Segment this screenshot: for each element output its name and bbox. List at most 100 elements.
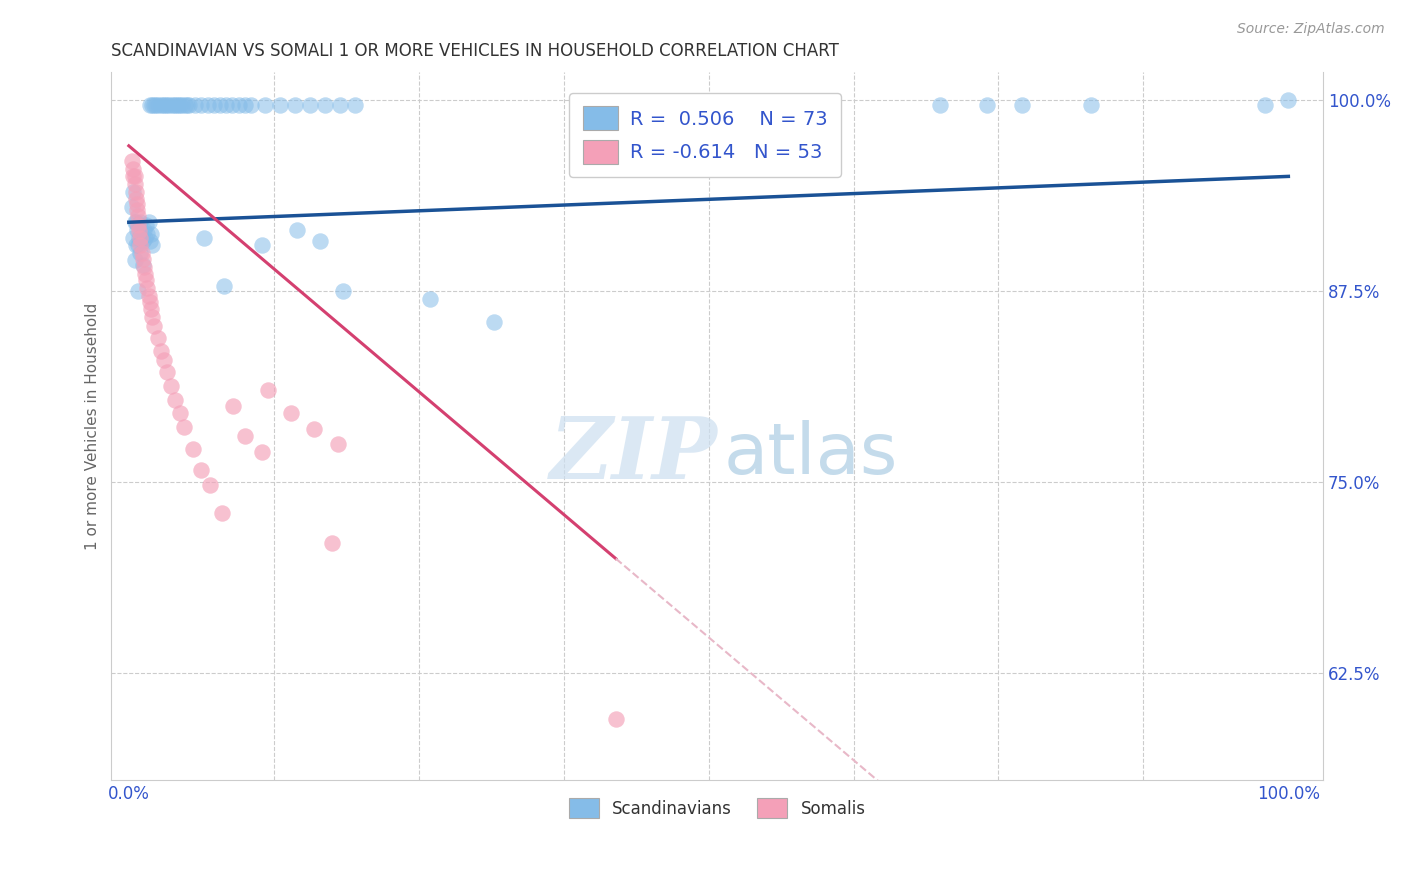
Point: [326, 437, 349, 451]
Point: [138, 215, 160, 229]
Point: [343, 97, 366, 112]
Point: [124, 177, 146, 191]
Point: [211, 506, 233, 520]
Legend: Scandinavians, Somalis: Scandinavians, Somalis: [562, 791, 872, 825]
Point: [149, 97, 172, 112]
Point: [127, 284, 149, 298]
Text: SCANDINAVIAN VS SOMALI 1 OR MORE VEHICLES IN HOUSEHOLD CORRELATION CHART: SCANDINAVIAN VS SOMALI 1 OR MORE VEHICLE…: [111, 42, 839, 60]
Point: [172, 97, 194, 112]
Point: [160, 97, 183, 112]
Point: [139, 227, 162, 242]
Point: [1277, 93, 1299, 107]
Point: [176, 97, 198, 112]
Point: [332, 284, 354, 298]
Point: [125, 197, 148, 211]
Point: [131, 245, 153, 260]
Point: [153, 97, 176, 112]
Point: [163, 97, 186, 112]
Point: [605, 712, 627, 726]
Point: [125, 238, 148, 252]
Point: [136, 281, 159, 295]
Point: [127, 238, 149, 252]
Point: [167, 97, 190, 112]
Point: [124, 169, 146, 184]
Point: [482, 315, 505, 329]
Point: [143, 97, 166, 112]
Point: [184, 97, 207, 112]
Point: [124, 215, 146, 229]
Point: [136, 227, 159, 242]
Point: [321, 536, 343, 550]
Point: [198, 478, 221, 492]
Point: [299, 97, 322, 112]
Point: [135, 273, 157, 287]
Point: [309, 234, 332, 248]
Point: [228, 97, 250, 112]
Point: [125, 215, 148, 229]
Point: [122, 169, 145, 184]
Point: [127, 219, 149, 233]
Point: [250, 444, 273, 458]
Point: [976, 97, 998, 112]
Point: [132, 252, 155, 266]
Point: [132, 258, 155, 272]
Point: [177, 97, 200, 112]
Point: [233, 429, 256, 443]
Point: [165, 97, 187, 112]
Point: [169, 97, 191, 112]
Point: [139, 302, 162, 317]
Point: [143, 319, 166, 334]
Y-axis label: 1 or more Vehicles in Household: 1 or more Vehicles in Household: [86, 302, 100, 550]
Point: [138, 234, 160, 248]
Point: [129, 215, 152, 229]
Point: [121, 154, 143, 169]
Point: [304, 422, 326, 436]
Point: [157, 97, 180, 112]
Point: [190, 463, 212, 477]
Point: [145, 97, 167, 112]
Point: [1254, 97, 1277, 112]
Point: [128, 224, 150, 238]
Point: [150, 343, 173, 358]
Point: [239, 97, 262, 112]
Point: [125, 223, 148, 237]
Point: [132, 234, 155, 248]
Point: [132, 223, 155, 237]
Point: [159, 379, 181, 393]
Point: [314, 97, 336, 112]
Point: [1011, 97, 1033, 112]
Point: [285, 223, 308, 237]
Point: [129, 245, 152, 260]
Point: [329, 97, 352, 112]
Point: [173, 97, 195, 112]
Point: [138, 97, 160, 112]
Point: [169, 406, 191, 420]
Point: [222, 399, 245, 413]
Point: [202, 97, 225, 112]
Point: [156, 365, 179, 379]
Point: [122, 230, 145, 244]
Point: [1080, 97, 1102, 112]
Text: Source: ZipAtlas.com: Source: ZipAtlas.com: [1237, 22, 1385, 37]
Point: [135, 219, 157, 233]
Point: [124, 253, 146, 268]
Point: [190, 97, 212, 112]
Point: [212, 279, 235, 293]
Point: [208, 97, 231, 112]
Point: [132, 260, 155, 274]
Point: [197, 97, 219, 112]
Point: [152, 97, 174, 112]
Point: [134, 267, 156, 281]
Point: [193, 230, 215, 244]
Point: [221, 97, 243, 112]
Point: [138, 294, 160, 309]
Point: [141, 238, 163, 252]
Point: [125, 192, 148, 206]
Point: [141, 97, 163, 112]
Text: atlas: atlas: [723, 420, 897, 489]
Point: [280, 406, 302, 420]
Point: [257, 384, 280, 398]
Point: [215, 97, 238, 112]
Point: [284, 97, 307, 112]
Point: [148, 97, 170, 112]
